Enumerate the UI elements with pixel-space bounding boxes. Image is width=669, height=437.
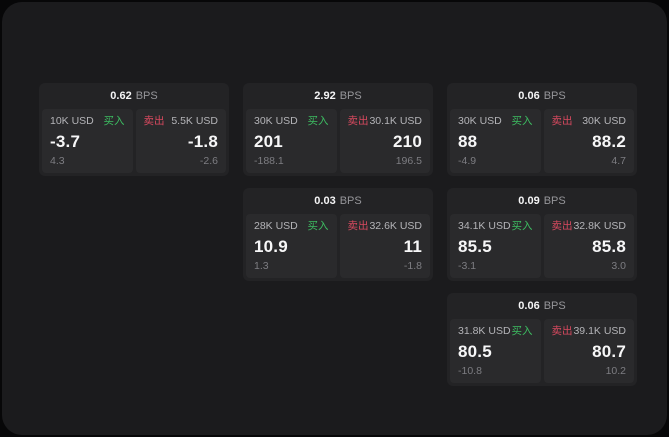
buy-label: 买入 [103, 115, 125, 127]
bps-unit-label: BPS [135, 90, 158, 102]
sell-sub-value: 4.7 [611, 155, 626, 167]
buy-sub-value: 1.3 [254, 260, 269, 272]
card-header: 0.06 BPS [450, 293, 634, 319]
card-header: 0.06 BPS [450, 83, 634, 109]
quote-card-2: 2.92 BPS 30K USD 买入 201 -188.1 卖出 30.1K … [243, 83, 433, 176]
sell-label: 卖出 [347, 220, 369, 232]
sell-amount: 39.1K USD [573, 325, 626, 337]
sell-sub-value: 10.2 [605, 365, 626, 377]
bps-value: 0.03 [314, 195, 336, 207]
buy-sub-value: -10.8 [458, 365, 482, 377]
sell-amount: 32.8K USD [573, 220, 626, 232]
buy-price: 10.9 [254, 236, 288, 256]
buy-sub-value: -4.9 [458, 155, 477, 167]
quote-card-grid: 0.62 BPS 10K USD 买入 -3.7 4.3 卖出 5.5K USD [39, 83, 637, 386]
buy-label: 买入 [511, 325, 533, 337]
buy-amount: 30K USD [254, 115, 298, 127]
buy-label: 买入 [511, 115, 533, 127]
buy-tile[interactable]: 30K USD 买入 88 -4.9 [450, 109, 541, 173]
bps-unit-label: BPS [339, 90, 362, 102]
buy-sub-value: -3.1 [458, 260, 477, 272]
quote-card-4: 0.03 BPS 28K USD 买入 10.9 1.3 卖出 32.6K US… [243, 188, 433, 281]
quote-card-1: 0.62 BPS 10K USD 买入 -3.7 4.3 卖出 5.5K USD [39, 83, 229, 176]
buy-label: 买入 [511, 220, 533, 232]
buy-amount: 10K USD [50, 115, 94, 127]
card-header: 0.62 BPS [42, 83, 226, 109]
bps-unit-label: BPS [543, 90, 566, 102]
quote-card-6: 0.06 BPS 31.8K USD 买入 80.5 -10.8 卖出 39.1… [447, 293, 637, 386]
sell-price: 88.2 [592, 131, 626, 151]
sell-amount: 30K USD [582, 115, 626, 127]
sell-sub-value: 3.0 [611, 260, 626, 272]
bps-unit-label: BPS [543, 300, 566, 312]
bps-unit-label: BPS [339, 195, 362, 207]
sell-amount: 30.1K USD [369, 115, 422, 127]
sell-price: 210 [393, 131, 422, 151]
sell-price: -1.8 [187, 131, 218, 151]
sell-label: 卖出 [551, 115, 573, 127]
sell-sub-value: 196.5 [395, 155, 422, 167]
sell-price: 11 [403, 236, 422, 256]
quote-card-5: 0.09 BPS 34.1K USD 买入 85.5 -3.1 卖出 32.8K… [447, 188, 637, 281]
sell-label: 卖出 [551, 325, 573, 337]
buy-tile[interactable]: 28K USD 买入 10.9 1.3 [246, 214, 337, 278]
buy-price: 201 [254, 131, 283, 151]
card-header: 2.92 BPS [246, 83, 430, 109]
sell-sub-value: -2.6 [199, 155, 218, 167]
sell-tile[interactable]: 卖出 5.5K USD -1.8 -2.6 [135, 109, 226, 173]
buy-amount: 28K USD [254, 220, 298, 232]
sell-tile[interactable]: 卖出 30K USD 88.2 4.7 [543, 109, 634, 173]
buy-amount: 34.1K USD [458, 220, 511, 232]
bps-value: 0.06 [518, 300, 540, 312]
sell-tile[interactable]: 卖出 30.1K USD 210 196.5 [339, 109, 430, 173]
buy-tile[interactable]: 10K USD 买入 -3.7 4.3 [42, 109, 133, 173]
sell-amount: 5.5K USD [171, 115, 218, 127]
buy-amount: 31.8K USD [458, 325, 511, 337]
sell-label: 卖出 [551, 220, 573, 232]
buy-tile[interactable]: 30K USD 买入 201 -188.1 [246, 109, 337, 173]
sell-price: 80.7 [592, 341, 626, 361]
bps-value: 0.06 [518, 90, 540, 102]
sell-label: 卖出 [347, 115, 369, 127]
buy-price: 80.5 [458, 341, 492, 361]
bps-value: 0.62 [110, 90, 132, 102]
quote-card-3: 0.06 BPS 30K USD 买入 88 -4.9 卖出 30K USD [447, 83, 637, 176]
bps-value: 0.09 [518, 195, 540, 207]
bps-value: 2.92 [314, 90, 336, 102]
sell-label: 卖出 [143, 115, 165, 127]
sell-price: 85.8 [592, 236, 626, 256]
sell-sub-value: -1.8 [403, 260, 422, 272]
bps-unit-label: BPS [543, 195, 566, 207]
buy-sub-value: -188.1 [254, 155, 284, 167]
sell-tile[interactable]: 卖出 39.1K USD 80.7 10.2 [543, 319, 634, 383]
sell-tile[interactable]: 卖出 32.6K USD 11 -1.8 [339, 214, 430, 278]
card-header: 0.03 BPS [246, 188, 430, 214]
sell-tile[interactable]: 卖出 32.8K USD 85.8 3.0 [543, 214, 634, 278]
buy-sub-value: 4.3 [50, 155, 65, 167]
card-header: 0.09 BPS [450, 188, 634, 214]
sell-amount: 32.6K USD [369, 220, 422, 232]
buy-price: 88 [458, 131, 478, 151]
buy-label: 买入 [307, 220, 329, 232]
buy-price: 85.5 [458, 236, 492, 256]
buy-price: -3.7 [50, 131, 81, 151]
buy-amount: 30K USD [458, 115, 502, 127]
buy-tile[interactable]: 31.8K USD 买入 80.5 -10.8 [450, 319, 541, 383]
buy-label: 买入 [307, 115, 329, 127]
buy-tile[interactable]: 34.1K USD 买入 85.5 -3.1 [450, 214, 541, 278]
